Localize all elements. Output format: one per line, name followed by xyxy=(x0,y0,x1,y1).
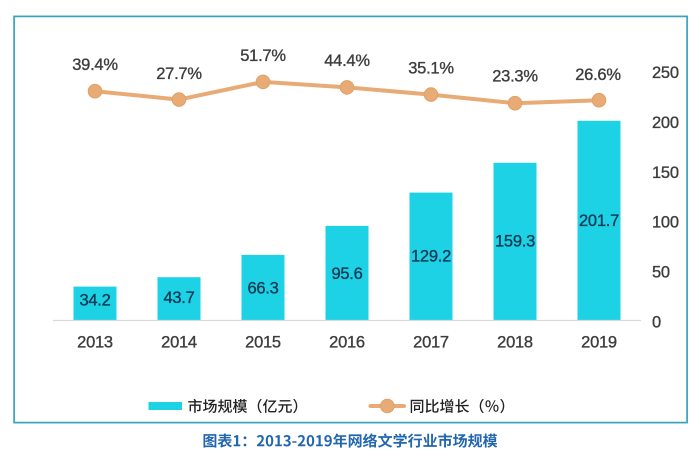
svg-text:23.3%: 23.3% xyxy=(492,68,538,86)
svg-text:26.6%: 26.6% xyxy=(575,66,621,84)
svg-text:44.4%: 44.4% xyxy=(324,52,370,70)
svg-text:150: 150 xyxy=(652,164,679,182)
svg-text:39.4%: 39.4% xyxy=(72,56,118,74)
svg-text:51.7%: 51.7% xyxy=(240,47,286,65)
svg-text:2018: 2018 xyxy=(497,334,533,352)
svg-text:50: 50 xyxy=(652,264,670,282)
svg-text:95.6: 95.6 xyxy=(331,265,362,283)
svg-text:2015: 2015 xyxy=(245,334,281,352)
svg-text:34.2: 34.2 xyxy=(79,292,110,310)
svg-text:35.1%: 35.1% xyxy=(408,59,454,77)
svg-text:129.2: 129.2 xyxy=(411,248,451,266)
svg-text:43.7: 43.7 xyxy=(163,289,194,307)
svg-text:2013: 2013 xyxy=(77,334,113,352)
svg-text:201.7: 201.7 xyxy=(579,212,619,230)
svg-text:2019: 2019 xyxy=(581,334,617,352)
svg-text:2017: 2017 xyxy=(413,334,449,352)
svg-text:200: 200 xyxy=(652,114,679,132)
svg-text:0: 0 xyxy=(652,314,661,332)
svg-text:159.3: 159.3 xyxy=(495,232,535,250)
svg-text:66.3: 66.3 xyxy=(247,280,278,298)
svg-text:27.7%: 27.7% xyxy=(156,65,202,83)
svg-text:2016: 2016 xyxy=(329,334,365,352)
svg-text:2014: 2014 xyxy=(161,334,197,352)
svg-text:250: 250 xyxy=(652,64,679,82)
svg-text:100: 100 xyxy=(652,214,679,232)
